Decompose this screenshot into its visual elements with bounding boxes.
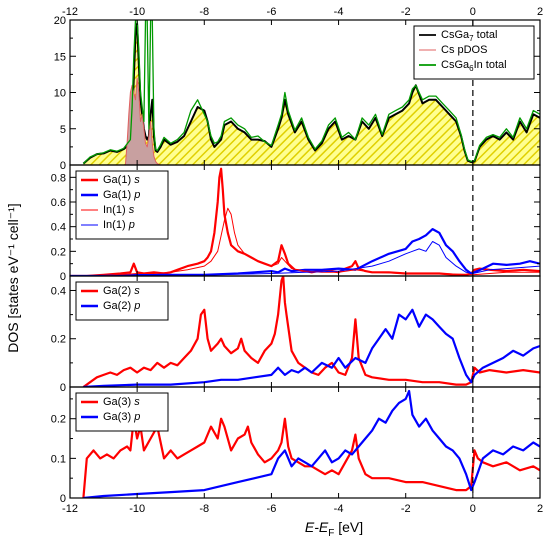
y-tick-label: 10 [54,88,66,100]
y-axis-label: DOS [states eV⁻¹ cell⁻¹] [5,203,21,352]
legend-ga1: Ga(1) sGa(1) pIn(1) sIn(1) p [75,170,169,240]
y-tick-label: 0.4 [51,285,66,297]
legend-entry-italic: p [133,189,140,201]
series-line-ga2-0 [82,276,540,387]
legend-entry-label: CsGa [441,29,470,41]
x-tick-label-bottom: -10 [129,503,145,515]
legend-entry-label: Cs pDOS [441,44,487,56]
legend-entry-tail: total [474,29,498,41]
y-tick-label: 0.4 [51,222,66,234]
legend-entry: Ga(2) p [103,300,140,312]
plot-area-ga1 [70,167,540,276]
x-tick-label-bottom: 2 [537,503,543,515]
y-tick-label: 0 [60,160,66,172]
legend-entry-italic: p [133,300,140,312]
series-line-ga1-2 [70,207,540,276]
y-tick-label: 0.8 [51,172,66,184]
series-line-total-2 [82,20,540,165]
legend-entry: Ga(3) s [103,396,140,408]
series-line-ga2-1 [83,308,540,387]
y-tick-label: 0 [60,493,66,505]
panel-ga1: 00.20.40.60.8 Ga(1) sGa(1) pIn(1) sIn(1) … [51,164,541,283]
legend-entry-label: In(1) [103,219,129,231]
legend-entry: In(1) p [103,219,135,231]
legend-entry-subscript: 7 [469,34,474,43]
x-axis-label: E-EF [eV] [305,519,363,539]
x-tick-label-bottom: 0 [470,503,476,515]
y-tick-label: 5 [60,124,66,136]
legend-entry-label: Ga(2) [103,300,134,312]
legend-entry-label: Ga(3) [103,411,134,423]
legend-entry-italic: s [134,285,140,297]
y-tick-label: 15 [54,51,66,63]
legend-entry-label: Ga(1) [103,189,134,201]
x-tick-label-bottom: -4 [334,503,344,515]
legend-entry-label: Ga(1) [103,174,134,186]
y-tick-label: 0.2 [51,334,66,346]
y-tick-label: 0 [60,382,66,394]
y-tick-label: 0.1 [51,453,66,465]
legend-entry-italic: s [134,174,140,186]
legend-box [75,392,169,432]
legend-entry: CsGa7 total [441,29,497,43]
x-tick-label-top: -8 [199,6,209,18]
x-tick-label-top: -6 [267,6,277,18]
legend-entry-label: In(1) [103,204,129,216]
y-tick-label: 0.6 [51,197,66,209]
legend-entry-italic: s [129,204,135,216]
x-tick-label-bottom: -12 [62,503,78,515]
legend-entry: Ga(1) p [103,189,140,201]
legend-entry-tail: In total [474,59,507,71]
legend-entry-label: Ga(3) [103,396,134,408]
legend-box [75,170,169,240]
panel-ga3: 00.10.2Ga(3) sGa(3) p [51,386,541,505]
x-tick-label-top: 0 [470,6,476,18]
legend-entry-subscript: 6 [469,64,474,73]
x-axis-label-main: E-E [305,519,329,535]
x-tick-label-top: -4 [334,6,344,18]
x-tick-label-top: -12 [62,6,78,18]
x-tick-label-bottom: -2 [401,503,411,515]
legend-entry-italic: p [133,411,140,423]
legend-box [75,281,169,321]
y-tick-label: 0.2 [51,246,66,258]
legend-entry-italic: p [128,219,135,231]
legend-entry-label: Ga(2) [103,285,134,297]
x-tick-label-top: -2 [401,6,411,18]
legend-entry: Ga(3) p [103,411,140,423]
plot-area-total [82,20,540,165]
legend-entry: CsGa6In total [441,59,507,73]
series-line-ga1-1 [70,228,540,276]
panel-frame-ga3 [69,386,541,499]
legend-ga2: Ga(2) sGa(2) p [75,281,169,321]
y-tick-label: 0.2 [51,414,66,426]
legend-entry-italic: s [134,396,140,408]
series-fill-total-0 [83,23,540,165]
x-axis-label-subscript: F [328,528,334,539]
series-line-ga3-1 [83,389,540,498]
panel-ga2: 00.20.4 Ga(2) sGa(2) p [51,275,541,394]
series-line-ga1-3 [70,241,540,276]
x-axis-label-unit: [eV] [334,519,363,535]
legend-entry: Cs pDOS [441,44,487,56]
x-tick-label-top: -10 [129,6,145,18]
x-tick-label-top: 2 [537,6,543,18]
series-line-total-1 [124,77,161,165]
y-tick-label: 0 [60,271,66,283]
legend-entry-label: CsGa [441,59,470,71]
legend-entry: In(1) s [103,204,135,216]
legend-ga3: Ga(3) sGa(3) p [75,392,169,432]
x-tick-label-bottom: -8 [199,503,209,515]
y-tick-label: 20 [54,15,66,27]
legend-entry: Ga(1) s [103,174,140,186]
legend-entry: Ga(2) s [103,285,140,297]
x-tick-label-bottom: -6 [267,503,277,515]
